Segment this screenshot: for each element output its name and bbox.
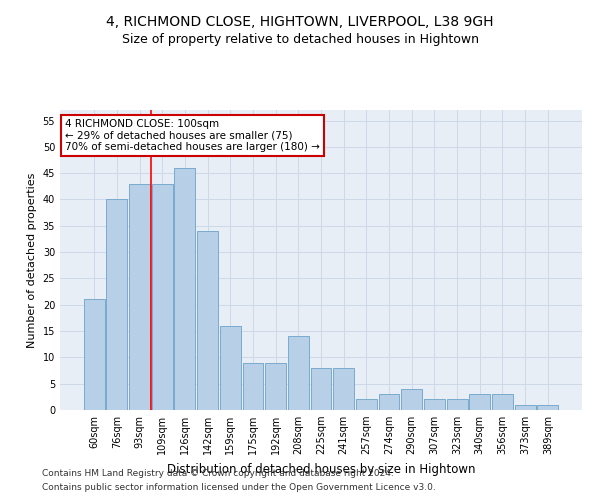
Bar bbox=[538, 404, 558, 410]
Text: Contains HM Land Registry data © Crown copyright and database right 2024.: Contains HM Land Registry data © Crown c… bbox=[42, 468, 394, 477]
Bar bbox=[469, 394, 490, 410]
Bar bbox=[492, 394, 513, 410]
Bar bbox=[106, 200, 127, 410]
Text: Contains public sector information licensed under the Open Government Licence v3: Contains public sector information licen… bbox=[42, 484, 436, 492]
Bar bbox=[401, 389, 422, 410]
Bar bbox=[311, 368, 331, 410]
Bar bbox=[152, 184, 173, 410]
Bar bbox=[333, 368, 354, 410]
Bar bbox=[242, 362, 263, 410]
Bar bbox=[379, 394, 400, 410]
Bar bbox=[515, 404, 536, 410]
Bar bbox=[175, 168, 196, 410]
Y-axis label: Number of detached properties: Number of detached properties bbox=[27, 172, 37, 348]
Text: Size of property relative to detached houses in Hightown: Size of property relative to detached ho… bbox=[121, 32, 479, 46]
Text: 4 RICHMOND CLOSE: 100sqm
← 29% of detached houses are smaller (75)
70% of semi-d: 4 RICHMOND CLOSE: 100sqm ← 29% of detach… bbox=[65, 119, 320, 152]
Bar bbox=[446, 400, 467, 410]
Bar bbox=[84, 300, 104, 410]
Bar bbox=[424, 400, 445, 410]
Bar bbox=[288, 336, 309, 410]
Bar bbox=[356, 400, 377, 410]
X-axis label: Distribution of detached houses by size in Hightown: Distribution of detached houses by size … bbox=[167, 462, 475, 475]
Text: 4, RICHMOND CLOSE, HIGHTOWN, LIVERPOOL, L38 9GH: 4, RICHMOND CLOSE, HIGHTOWN, LIVERPOOL, … bbox=[106, 15, 494, 29]
Bar bbox=[129, 184, 150, 410]
Bar bbox=[220, 326, 241, 410]
Bar bbox=[197, 231, 218, 410]
Bar bbox=[265, 362, 286, 410]
